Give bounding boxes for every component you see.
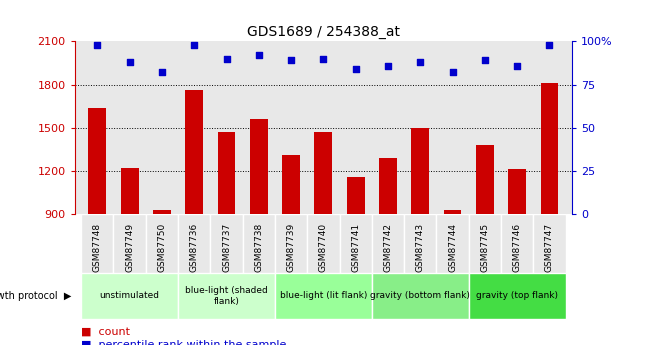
Bar <box>533 214 566 273</box>
Bar <box>315 132 332 214</box>
Point <box>512 63 523 68</box>
Text: GSM87744: GSM87744 <box>448 223 457 272</box>
Bar <box>372 273 469 319</box>
Text: GSM87741: GSM87741 <box>351 223 360 272</box>
Bar <box>541 83 558 214</box>
Bar <box>501 214 533 273</box>
Bar <box>411 128 429 214</box>
Text: GSM87743: GSM87743 <box>416 223 424 272</box>
Bar <box>444 209 462 214</box>
Text: GSM87739: GSM87739 <box>287 223 296 272</box>
Text: unstimulated: unstimulated <box>99 291 160 300</box>
Text: GSM87738: GSM87738 <box>254 223 263 272</box>
Bar <box>469 214 501 273</box>
Bar <box>436 214 469 273</box>
Bar <box>508 169 526 214</box>
Point <box>157 70 167 75</box>
Bar <box>218 132 235 214</box>
Text: GSM87740: GSM87740 <box>319 223 328 272</box>
Bar <box>88 108 106 214</box>
Point <box>544 42 554 48</box>
Point <box>447 70 458 75</box>
Bar <box>282 155 300 214</box>
Bar <box>250 119 268 214</box>
Title: GDS1689 / 254388_at: GDS1689 / 254388_at <box>247 25 400 39</box>
Text: GSM87736: GSM87736 <box>190 223 199 272</box>
Bar <box>211 214 242 273</box>
Text: blue-light (shaded
flank): blue-light (shaded flank) <box>185 286 268 306</box>
Point <box>92 42 103 48</box>
Text: gravity (top flank): gravity (top flank) <box>476 291 558 300</box>
Bar <box>178 273 275 319</box>
Bar <box>307 214 339 273</box>
Bar <box>81 214 114 273</box>
Bar <box>379 158 397 214</box>
Bar <box>339 214 372 273</box>
Text: ■  percentile rank within the sample: ■ percentile rank within the sample <box>81 340 287 345</box>
Point <box>318 56 328 61</box>
Text: GSM87750: GSM87750 <box>157 223 166 272</box>
Bar <box>114 214 146 273</box>
Text: GSM87742: GSM87742 <box>384 223 393 272</box>
Bar <box>178 214 211 273</box>
Bar <box>275 273 372 319</box>
Text: GSM87746: GSM87746 <box>513 223 521 272</box>
Bar <box>242 214 275 273</box>
Bar <box>146 214 178 273</box>
Bar <box>469 273 566 319</box>
Point <box>189 42 200 48</box>
Bar <box>347 177 365 214</box>
Text: GSM87748: GSM87748 <box>93 223 102 272</box>
Text: growth protocol  ▶: growth protocol ▶ <box>0 291 72 301</box>
Bar <box>275 214 307 273</box>
Bar <box>372 214 404 273</box>
Text: gravity (bottom flank): gravity (bottom flank) <box>370 291 470 300</box>
Text: GSM87745: GSM87745 <box>480 223 489 272</box>
Point <box>254 52 264 58</box>
Bar <box>476 145 494 214</box>
Point <box>124 59 135 65</box>
Point <box>383 63 393 68</box>
Text: GSM87749: GSM87749 <box>125 223 134 272</box>
Bar <box>121 168 138 214</box>
Text: blue-light (lit flank): blue-light (lit flank) <box>280 291 367 300</box>
Bar <box>185 90 203 214</box>
Point <box>415 59 426 65</box>
Text: ■  count: ■ count <box>81 326 130 336</box>
Point <box>221 56 231 61</box>
Bar <box>153 209 171 214</box>
Point <box>480 58 490 63</box>
Point <box>286 58 296 63</box>
Point <box>350 66 361 72</box>
Text: GSM87747: GSM87747 <box>545 223 554 272</box>
Bar <box>404 214 436 273</box>
Text: GSM87737: GSM87737 <box>222 223 231 272</box>
Bar <box>81 273 178 319</box>
